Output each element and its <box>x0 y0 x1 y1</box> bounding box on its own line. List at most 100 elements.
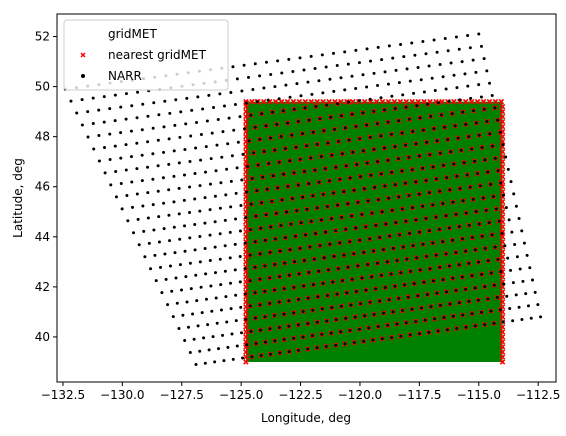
narr-point <box>498 130 502 134</box>
nearest-gridmet-edge-point <box>243 279 249 285</box>
series-gridmet <box>245 101 503 362</box>
narr-point <box>391 56 395 60</box>
narr-point <box>229 205 233 209</box>
narr-point <box>253 240 257 244</box>
narr-point <box>233 103 237 107</box>
narr-point <box>311 308 315 312</box>
narr-point <box>376 325 380 329</box>
narr-point <box>200 311 204 315</box>
narr-point <box>309 54 313 58</box>
narr-point <box>152 101 156 105</box>
nearest-gridmet-edge-point <box>499 324 506 330</box>
narr-point <box>365 161 369 165</box>
narr-point <box>229 179 233 183</box>
narr-point <box>431 279 435 283</box>
narr-point <box>434 177 438 181</box>
narr-point <box>253 265 257 269</box>
narr-point <box>287 273 291 277</box>
narr-point <box>412 91 416 95</box>
narr-point <box>218 206 222 210</box>
narr-point <box>262 86 266 90</box>
narr-point <box>163 99 167 103</box>
narr-point <box>214 296 218 300</box>
narr-point <box>444 87 448 91</box>
narr-point <box>371 338 375 342</box>
narr-point <box>215 143 219 147</box>
narr-point <box>124 143 128 147</box>
narr-point <box>80 123 84 127</box>
narr-point <box>383 286 387 290</box>
narr-point <box>515 255 519 259</box>
narr-point <box>507 218 511 222</box>
y-tick-label: 40 <box>35 330 50 344</box>
narr-point <box>417 154 421 158</box>
narr-point <box>500 232 504 236</box>
narr-point <box>391 310 395 314</box>
nearest-gridmet-edge-point <box>243 193 249 200</box>
narr-point <box>287 57 291 61</box>
narr-point <box>304 233 308 237</box>
legend: gridMET nearest gridMET NARR <box>63 19 229 91</box>
narr-point <box>235 344 239 348</box>
x-tick-label: −130.0 <box>100 388 144 402</box>
narr-point <box>120 207 124 211</box>
narr-point <box>268 276 272 280</box>
narr-point <box>260 201 264 205</box>
narr-point <box>183 339 187 343</box>
narr-point <box>129 155 133 159</box>
narr-point <box>526 304 530 308</box>
narr-point <box>343 50 347 54</box>
nearest-gridmet-edge-point <box>260 98 267 105</box>
narr-point <box>135 116 139 120</box>
narr-point <box>410 206 414 210</box>
narr-point <box>506 167 510 171</box>
narr-point <box>457 263 461 267</box>
narr-point <box>315 142 319 146</box>
narr-point <box>359 175 363 179</box>
axes-frame <box>56 13 557 383</box>
narr-point <box>311 194 315 198</box>
narr-point <box>307 118 311 122</box>
narr-point <box>301 195 305 199</box>
narr-point <box>223 218 227 222</box>
narr-point <box>478 184 482 188</box>
nearest-gridmet-edge-point <box>499 209 506 215</box>
nearest-gridmet-edge-point <box>243 168 249 175</box>
narr-point <box>429 305 433 309</box>
nearest-gridmet-edge-point <box>243 324 249 330</box>
narr-point <box>411 244 415 248</box>
narr-point <box>393 183 397 187</box>
narr-point <box>313 67 317 71</box>
narr-point <box>211 335 215 339</box>
narr-point <box>151 152 155 156</box>
narr-point <box>487 221 491 225</box>
narr-point <box>379 134 383 138</box>
narr-point <box>213 245 217 249</box>
nearest-gridmet-edge-point <box>373 98 380 105</box>
narr-point <box>162 125 166 129</box>
narr-point <box>313 168 317 172</box>
narr-point <box>449 150 453 154</box>
narr-point <box>324 230 328 234</box>
narr-point <box>517 217 521 221</box>
nearest-gridmet-edge-point <box>499 158 506 165</box>
narr-point <box>299 221 303 225</box>
narr-point <box>336 203 340 207</box>
narr-point <box>220 155 224 159</box>
narr-point <box>357 327 361 331</box>
narr-point <box>492 283 496 287</box>
narr-point <box>320 332 324 336</box>
narr-point <box>249 202 253 206</box>
x-tick-label: −122.5 <box>278 388 322 402</box>
narr-point <box>477 260 481 264</box>
narr-point <box>188 236 192 240</box>
narr-point <box>271 174 275 178</box>
narr-point <box>341 279 345 283</box>
nearest-gridmet-edge-point <box>243 118 249 125</box>
narr-point <box>450 112 454 116</box>
narr-point <box>379 96 383 100</box>
narr-point <box>464 211 468 215</box>
nearest-gridmet-edge-point <box>499 133 506 140</box>
narr-point <box>263 289 267 293</box>
